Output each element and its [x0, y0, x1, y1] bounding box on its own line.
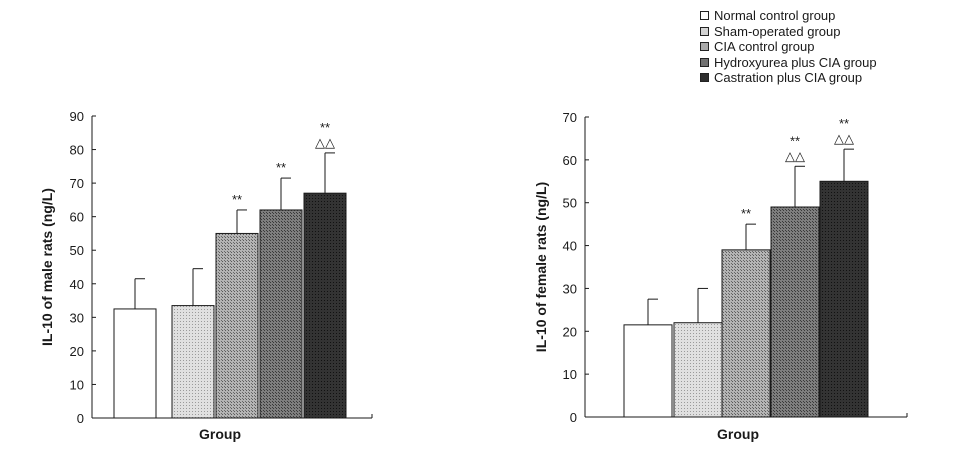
significance-label: ** — [741, 206, 751, 221]
y-tick-label: 90 — [70, 109, 84, 124]
legend-swatch — [700, 11, 709, 21]
significance-label: ** — [790, 133, 800, 148]
bar-5 — [819, 180, 869, 418]
bar-4 — [259, 209, 303, 419]
significance-label: ** — [320, 120, 330, 135]
y-tick-label: 30 — [70, 310, 84, 325]
y-tick-label: 80 — [70, 143, 84, 158]
legend-label: Normal control group — [714, 8, 836, 23]
y-tick-label: 70 — [70, 176, 84, 191]
y-tick-label: 70 — [563, 110, 577, 125]
bar-3 — [721, 249, 771, 418]
y-axis-label: IL-10 of female rats (ng/L) — [533, 182, 549, 352]
bar-1 — [623, 324, 673, 418]
y-tick-label: 10 — [563, 367, 577, 382]
legend-item-sham: Sham-operated group — [700, 24, 877, 40]
y-tick-label: 50 — [70, 243, 84, 258]
bar-1 — [113, 308, 157, 419]
significance-label: △△ — [315, 135, 335, 150]
significance-label: ** — [839, 116, 849, 131]
significance-label: △△ — [785, 148, 805, 163]
significance-label: △△ — [834, 131, 854, 146]
legend-swatch — [700, 26, 709, 36]
legend-item-normal: Normal control group — [700, 8, 877, 24]
legend-swatch — [700, 42, 709, 52]
y-tick-label: 40 — [563, 239, 577, 254]
legend-item-cia: CIA control group — [700, 39, 877, 55]
x-axis-label: Group — [199, 426, 241, 442]
significance-label: ** — [232, 192, 242, 207]
significance-label: ** — [276, 160, 286, 175]
y-tick-label: 30 — [563, 281, 577, 296]
bar-5 — [303, 192, 347, 419]
bar-4 — [770, 206, 820, 418]
bar-2 — [673, 322, 723, 418]
y-tick-label: 0 — [570, 410, 577, 425]
legend-item-hydroxyurea: Hydroxyurea plus CIA group — [700, 55, 877, 71]
legend: Normal control group Sham-operated group… — [700, 8, 877, 86]
y-tick-label: 20 — [563, 324, 577, 339]
y-tick-label: 60 — [70, 210, 84, 225]
y-tick-label: 10 — [70, 377, 84, 392]
legend-item-castration: Castration plus CIA group — [700, 70, 877, 86]
legend-label: CIA control group — [714, 39, 815, 54]
bar-2 — [171, 305, 215, 419]
y-tick-label: 50 — [563, 196, 577, 211]
legend-label: Sham-operated group — [714, 23, 841, 39]
y-axis-label: IL-10 of male rats (ng/L) — [39, 188, 55, 346]
y-tick-label: 20 — [70, 344, 84, 359]
y-tick-label: 40 — [70, 277, 84, 292]
legend-label: Hydroxyurea plus CIA group — [714, 54, 877, 70]
legend-swatch — [700, 73, 709, 83]
y-tick-label: 60 — [563, 153, 577, 168]
legend-label: Castration plus CIA group — [714, 70, 863, 85]
bar-3 — [215, 232, 259, 419]
legend-swatch — [700, 57, 709, 67]
y-tick-label: 0 — [77, 411, 84, 426]
x-axis-label: Group — [717, 426, 759, 442]
